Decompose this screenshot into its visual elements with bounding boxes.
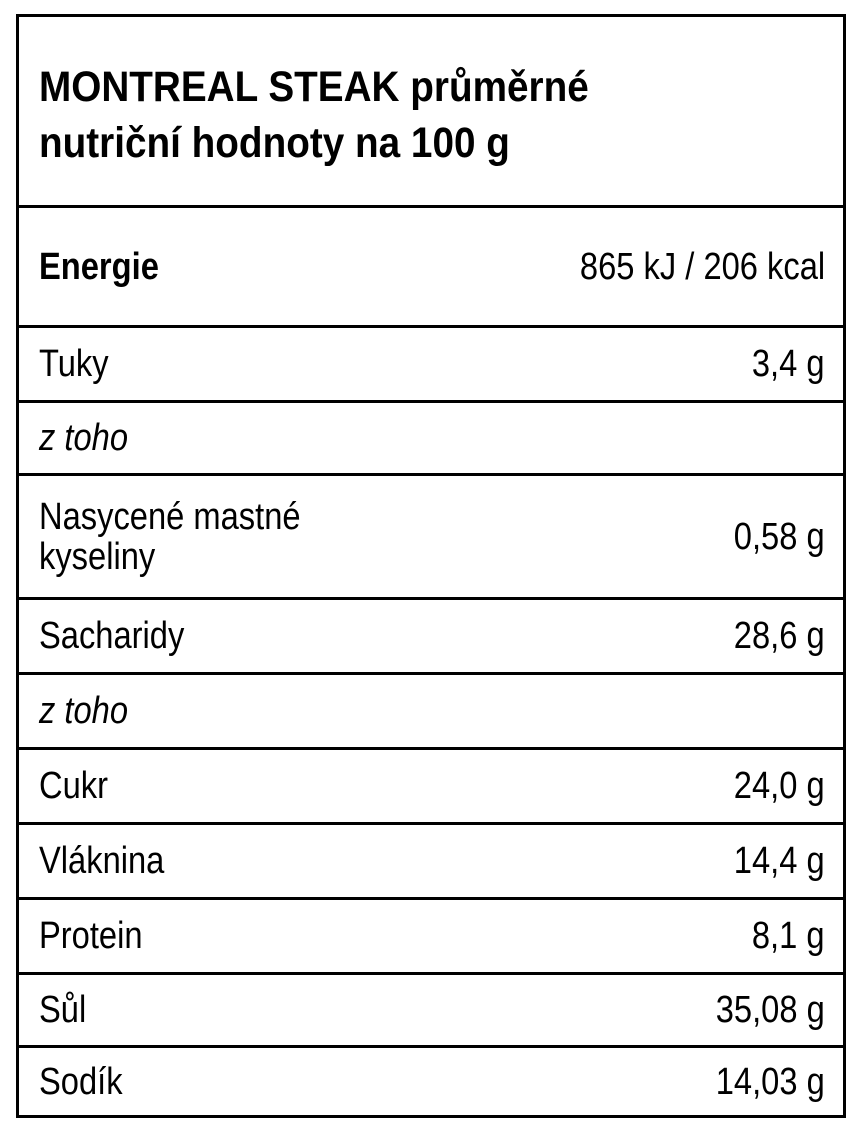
title-line-1: MONTREAL STEAK průměrné xyxy=(39,63,589,111)
row-value: 8,1 g xyxy=(752,915,825,957)
row-label: Sodík xyxy=(39,1060,123,1103)
row-sodik: Sodík 14,03 g xyxy=(19,1045,843,1115)
row-sul: Sůl 35,08 g xyxy=(19,972,843,1045)
row-value: 28,6 g xyxy=(734,615,825,657)
row-protein: Protein 8,1 g xyxy=(19,897,843,972)
row-value: 24,0 g xyxy=(734,765,825,807)
row-z-toho: z toho xyxy=(19,400,843,473)
row-cukr: Cukr 24,0 g xyxy=(19,747,843,822)
row-label: Sůl xyxy=(39,989,87,1031)
row-label: Cukr xyxy=(39,765,109,807)
row-tuky: Tuky 3,4 g xyxy=(19,325,843,400)
row-value: 865 kJ / 206 kcal xyxy=(579,245,825,288)
row-label: Vláknina xyxy=(39,840,165,882)
row-label: Protein xyxy=(39,915,143,957)
row-label: z toho xyxy=(39,417,129,459)
row-value: 35,08 g xyxy=(715,989,825,1031)
row-nasycene: Nasycené mastné kyseliny 0,58 g xyxy=(19,473,843,597)
row-label: Tuky xyxy=(39,343,109,385)
row-label: z toho xyxy=(39,690,129,732)
nutrition-table: MONTREAL STEAK průměrné nutriční hodnoty… xyxy=(16,14,846,1118)
label-line-2: kyseliny xyxy=(39,535,156,578)
row-label: Energie xyxy=(39,245,159,288)
row-value: 0,58 g xyxy=(734,515,825,558)
row-value: 3,4 g xyxy=(752,343,825,385)
title-line-2: nutriční hodnoty na 100 g xyxy=(39,119,510,167)
row-vlaknina: Vláknina 14,4 g xyxy=(19,822,843,897)
row-value: 14,03 g xyxy=(715,1060,825,1103)
row-label: Sacharidy xyxy=(39,615,185,657)
row-energie: Energie 865 kJ / 206 kcal xyxy=(19,205,843,325)
row-z-toho-2: z toho xyxy=(19,672,843,747)
row-label: Nasycené mastné kyseliny xyxy=(39,497,301,577)
label-line-1: Nasycené mastné xyxy=(39,495,301,538)
row-sacharidy: Sacharidy 28,6 g xyxy=(19,597,843,672)
table-title: MONTREAL STEAK průměrné nutriční hodnoty… xyxy=(39,59,589,171)
row-value: 14,4 g xyxy=(734,840,825,882)
